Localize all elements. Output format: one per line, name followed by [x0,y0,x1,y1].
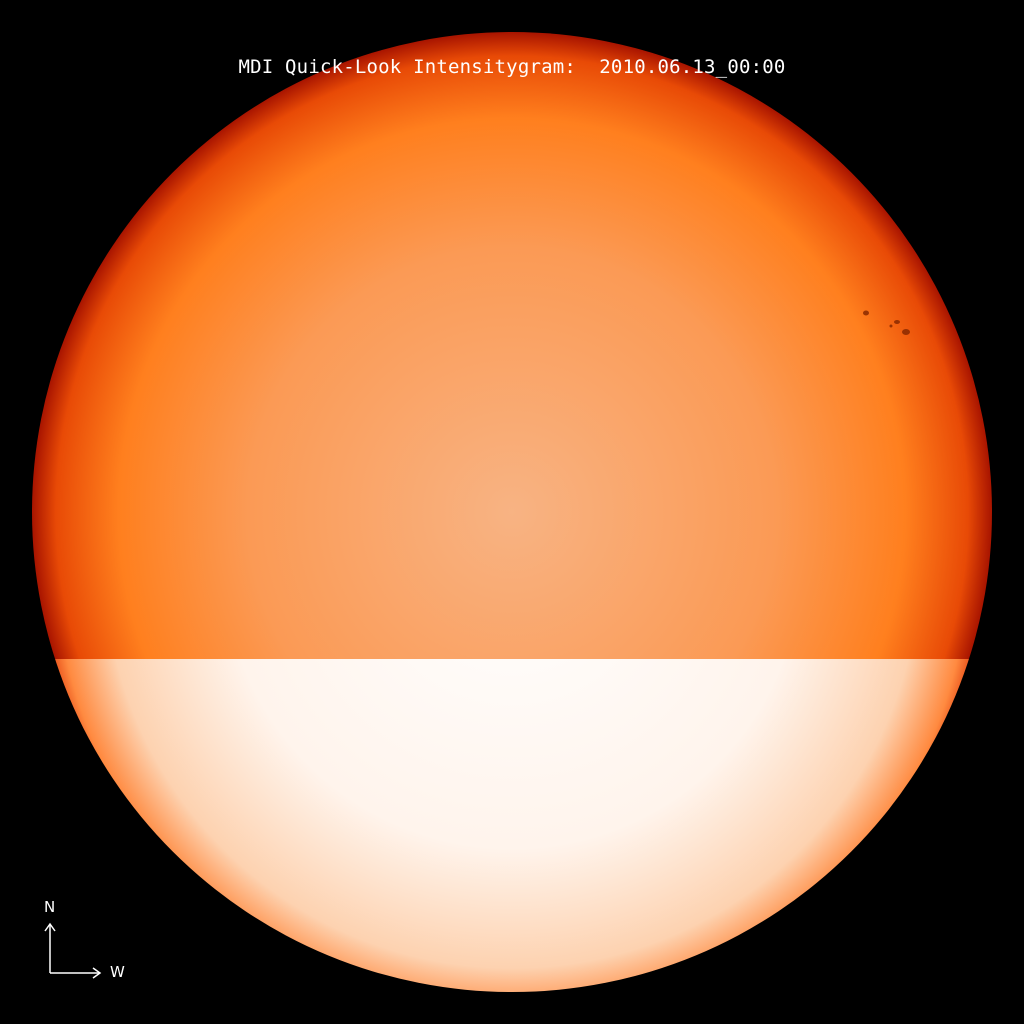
sunspot-group [863,310,910,335]
north-label: N [44,898,56,916]
image-title: MDI Quick-Look Intensitygram: 2010.06.13… [238,56,786,78]
west-label: W [110,963,125,981]
